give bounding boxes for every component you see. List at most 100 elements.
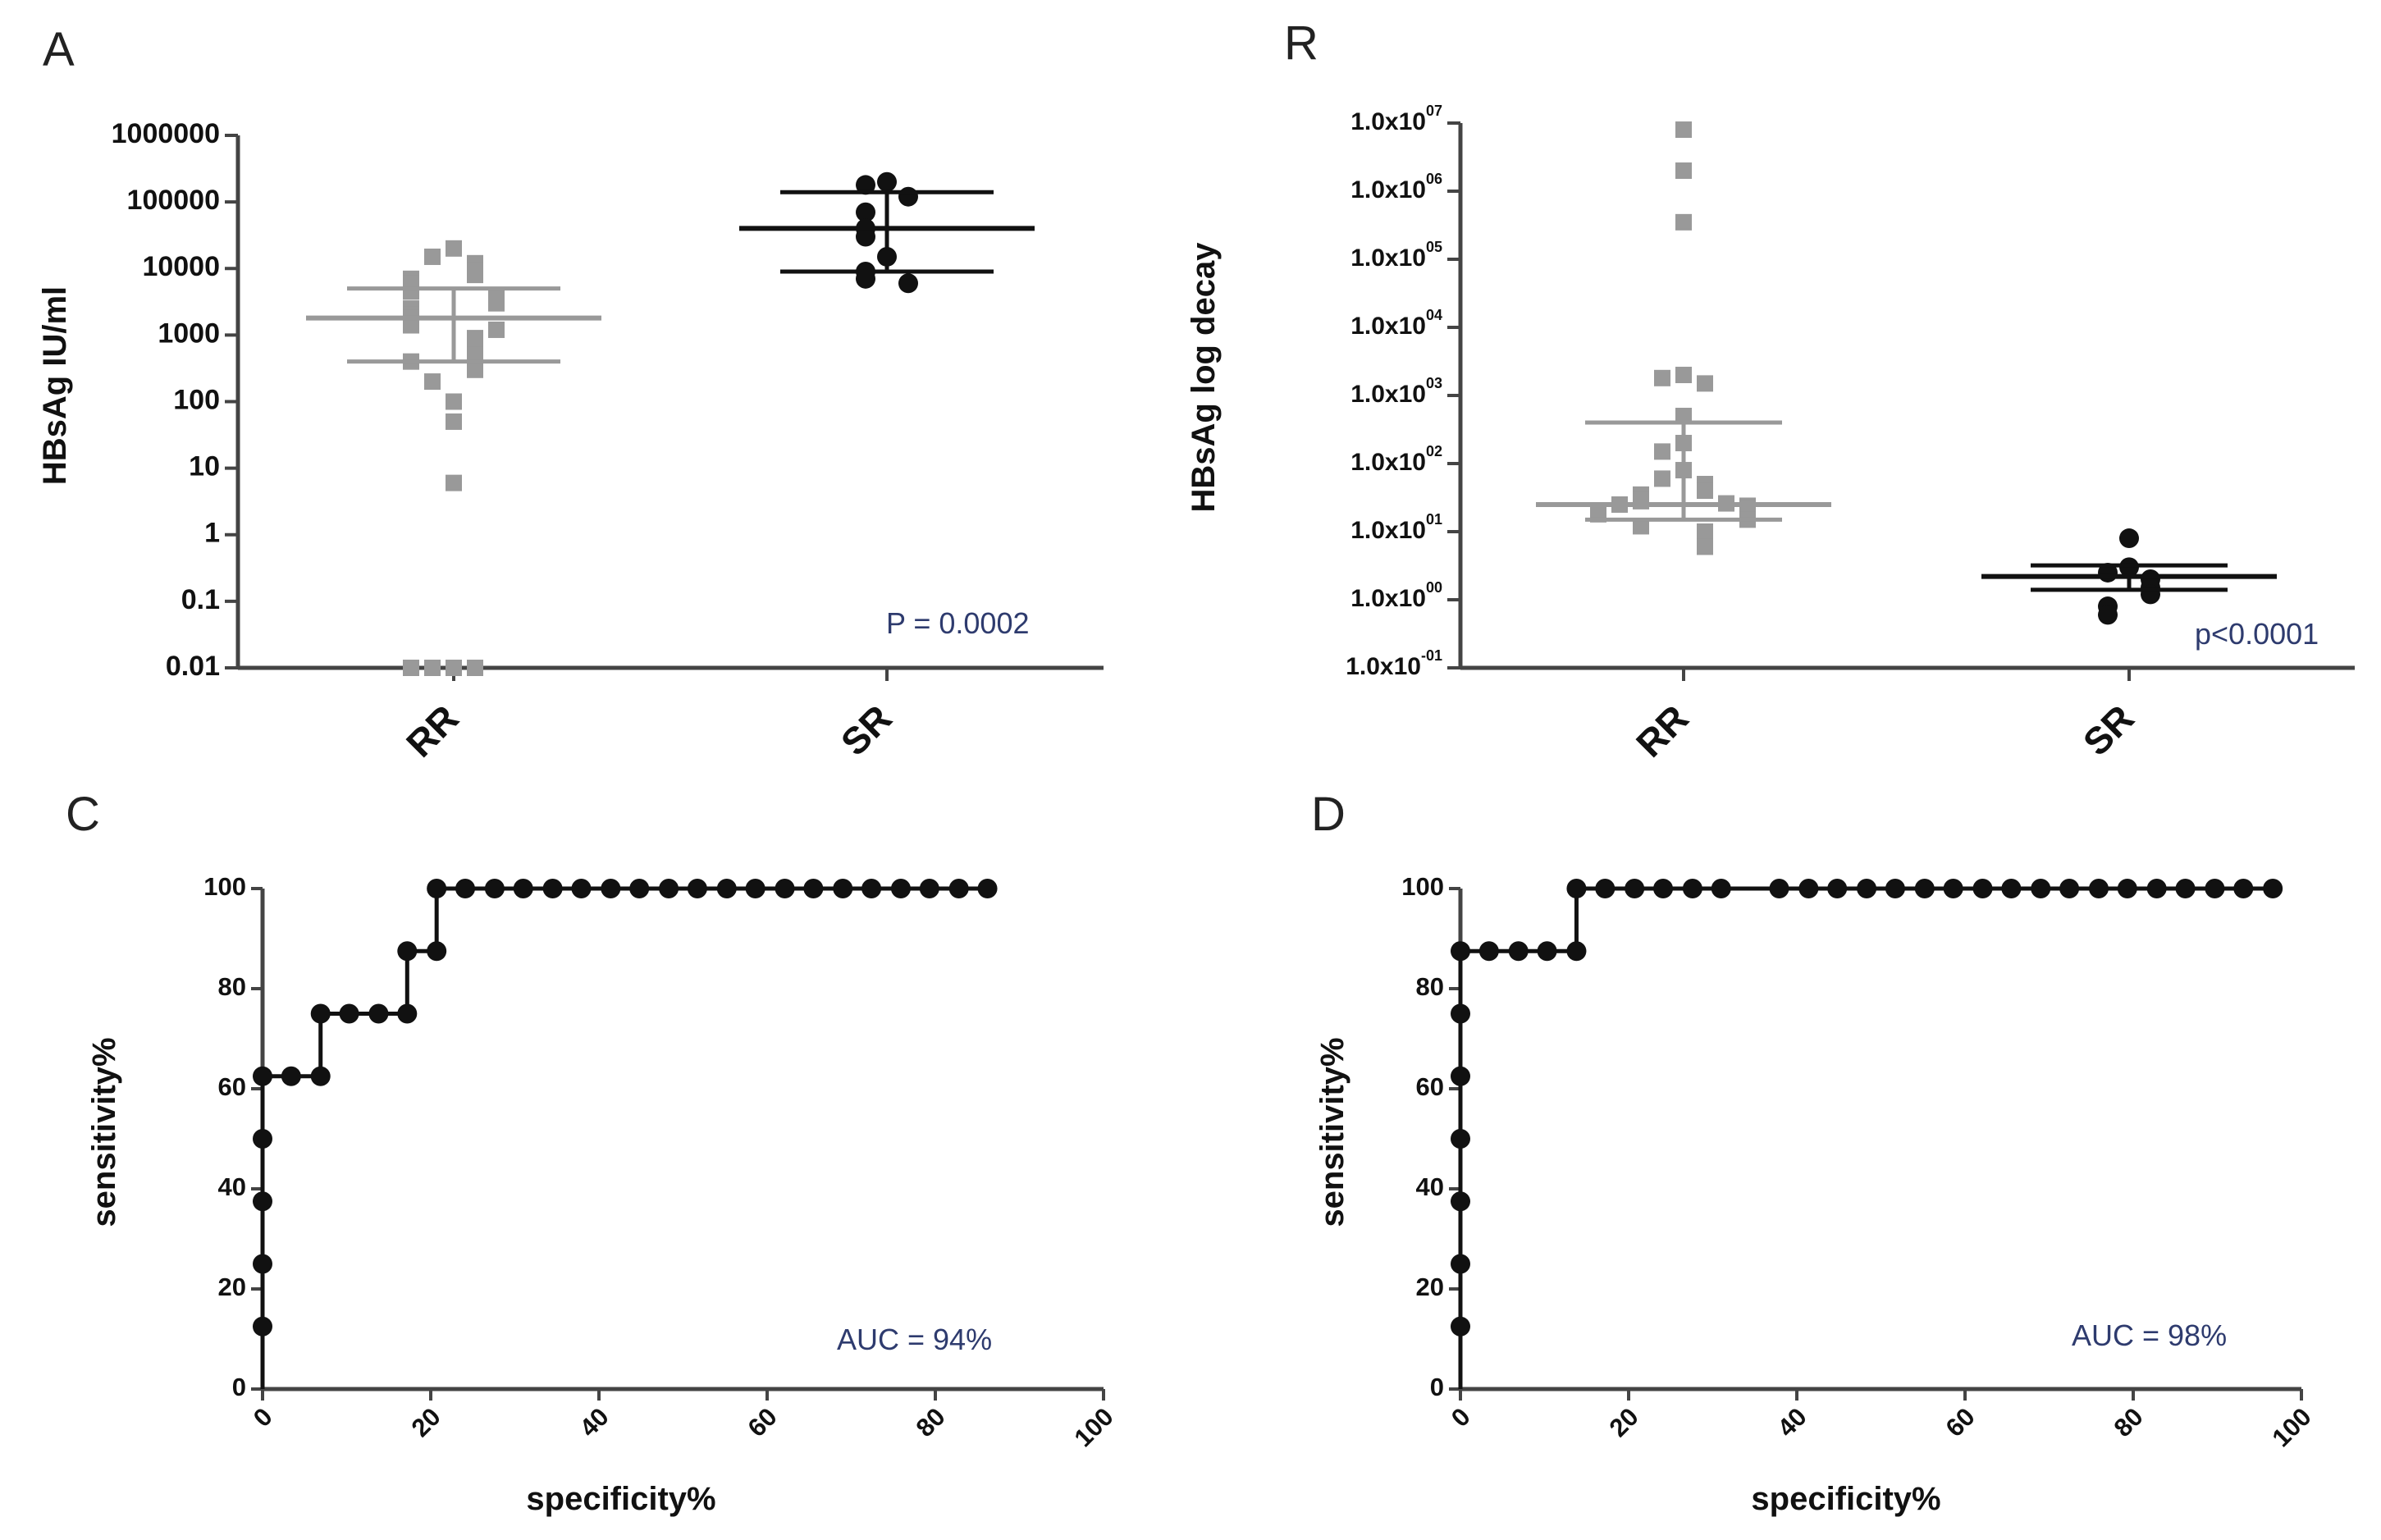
- roc-point: [1682, 879, 1702, 898]
- data-point-rr: [1654, 443, 1670, 460]
- roc-point: [310, 1066, 331, 1086]
- roc-point: [745, 879, 765, 898]
- summary-bars: [1536, 420, 2277, 592]
- auc-annotation: AUC = 94%: [837, 1323, 992, 1356]
- roc-point: [1914, 879, 1935, 898]
- roc-point: [1857, 879, 1877, 898]
- roc-point: [281, 1066, 301, 1086]
- data-point-rr: [424, 660, 441, 676]
- roc-point: [1451, 1066, 1470, 1086]
- roc-point: [1451, 941, 1470, 962]
- summary-bars: [306, 190, 1035, 364]
- data-point-rr: [1675, 213, 1692, 231]
- roc-point: [1711, 879, 1731, 898]
- data-point-rr: [1675, 162, 1692, 180]
- roc-point: [427, 879, 447, 898]
- y-tick-label: 60: [218, 1072, 246, 1101]
- y-tick-label: 1.0x1007: [1350, 103, 1442, 135]
- data-point-sr: [898, 186, 918, 207]
- x-tick-label: 100: [2266, 1402, 2316, 1452]
- y-tick-label: 10: [189, 451, 220, 482]
- roc-point: [977, 879, 998, 898]
- data-point-sr: [2098, 605, 2118, 625]
- roc-point: [2175, 879, 2196, 898]
- roc-point: [2088, 879, 2109, 898]
- y-tick-label: 60: [1416, 1072, 1444, 1101]
- roc-point: [1943, 879, 1963, 898]
- data-point-sr: [898, 273, 918, 294]
- data-point-sr: [856, 226, 875, 247]
- roc-point: [253, 1191, 272, 1212]
- y-tick-label: 1.0x1003: [1350, 375, 1442, 408]
- roc-point: [253, 1129, 272, 1149]
- x-tick-label: 20: [406, 1402, 446, 1442]
- y-tick-label: 1.0x10-01: [1346, 647, 1442, 680]
- auc-annotation: AUC = 98%: [2072, 1318, 2227, 1352]
- roc-point: [601, 879, 621, 898]
- roc-point: [1566, 941, 1587, 962]
- y-tick-label: 1.0x1001: [1350, 511, 1442, 544]
- y-tick-label: 0.1: [181, 584, 220, 615]
- x-tick-label: 40: [574, 1402, 615, 1442]
- x-tick-label: 0: [1446, 1402, 1476, 1433]
- y-tick-label: 1.0x1005: [1350, 239, 1442, 272]
- roc-curve: [1451, 879, 2283, 1389]
- panel-letter: C: [66, 788, 100, 841]
- panel-letter: R: [1284, 16, 1318, 70]
- data-point-rr: [1697, 482, 1713, 500]
- panel-letter: D: [1311, 788, 1346, 841]
- roc-point: [1451, 1129, 1470, 1149]
- data-point-sr: [2141, 584, 2160, 605]
- y-tick-label: 100: [1401, 872, 1444, 901]
- data-points: [1590, 121, 2160, 625]
- roc-point: [1451, 1316, 1470, 1337]
- roc-point: [2233, 879, 2254, 898]
- roc-point: [861, 879, 882, 898]
- data-point-rr: [1675, 407, 1692, 424]
- x-tick-label: 60: [743, 1402, 783, 1442]
- roc-point: [1478, 941, 1499, 962]
- roc-point: [1508, 941, 1529, 962]
- data-point-rr: [446, 240, 462, 257]
- y-tick-label: 40: [1416, 1172, 1444, 1201]
- roc-point: [1827, 879, 1848, 898]
- category-label-sr: SR: [833, 697, 900, 764]
- data-point-rr: [446, 474, 462, 491]
- roc-point: [1566, 879, 1587, 898]
- panel-c: C sensitivity% specificity% 0 20 40 60 80 100…: [66, 788, 1119, 1517]
- y-tick-label: 0.01: [166, 651, 220, 682]
- y-tick-label: 80: [1416, 972, 1444, 1001]
- data-point-rr: [403, 660, 419, 676]
- y-ticks: 1.0x1007 1.0x1006 1.0x1005 1.0x1004 1.0x1003…: [1346, 103, 1460, 680]
- roc-point: [775, 879, 795, 898]
- roc-point: [1625, 879, 1645, 898]
- roc-point: [1769, 879, 1789, 898]
- axes: 0 20 40 60 80 100 0 20 40 60 80 100: [203, 872, 1118, 1452]
- y-tick-label: 100: [173, 384, 220, 415]
- roc-point: [310, 1003, 331, 1024]
- data-points: [403, 171, 918, 676]
- roc-point: [484, 879, 505, 898]
- roc-point: [2059, 879, 2080, 898]
- y-tick-label: 1.0x1002: [1350, 443, 1442, 476]
- data-point-rr: [424, 248, 441, 265]
- roc-line: [1458, 886, 2274, 1389]
- data-point-rr: [467, 361, 483, 378]
- data-point-rr: [488, 295, 505, 312]
- y-tick-label: 40: [218, 1172, 246, 1201]
- y-tick-label: 0: [232, 1373, 246, 1401]
- roc-point: [833, 879, 853, 898]
- roc-point: [1537, 941, 1557, 962]
- roc-point: [455, 879, 476, 898]
- data-point-rr: [446, 413, 462, 430]
- y-axis-label: HBsAg log decay: [1186, 242, 1222, 513]
- category-label-rr: RR: [398, 697, 467, 765]
- roc-point: [1451, 1254, 1470, 1274]
- data-point-rr: [1633, 518, 1649, 535]
- roc-point: [397, 1003, 418, 1024]
- data-point-rr: [1697, 538, 1713, 555]
- data-point-rr: [1675, 367, 1692, 384]
- roc-point: [513, 879, 533, 898]
- roc-point: [2031, 879, 2051, 898]
